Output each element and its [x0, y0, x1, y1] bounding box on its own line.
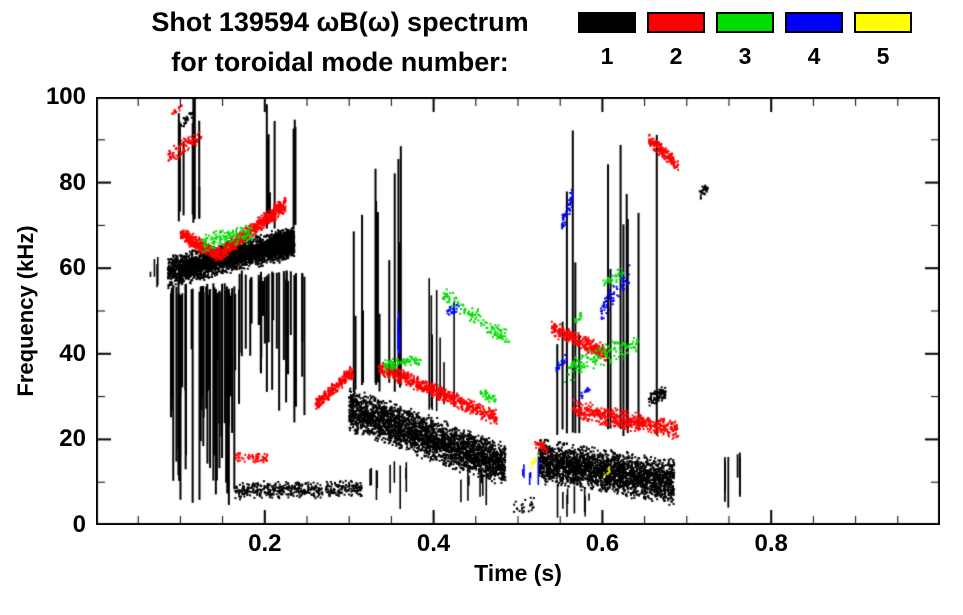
legend-label: 5 [876, 43, 890, 69]
x-tick-label: 0.8 [754, 530, 788, 557]
y-tick-label: 40 [59, 339, 86, 367]
legend-label: 1 [600, 43, 614, 69]
legend-item-n5: 5 [854, 12, 912, 70]
legend-swatch-n5 [854, 12, 912, 33]
plot-area [96, 97, 940, 525]
legend-label: 3 [738, 43, 752, 69]
chart-title: Shot 139594 ωB(ω) spectrum for toroidal … [90, 2, 590, 82]
legend-swatch-n2 [647, 12, 705, 33]
legend-label: 4 [807, 43, 821, 69]
y-tick-label: 60 [59, 254, 86, 282]
legend-item-n2: 2 [647, 12, 705, 70]
spectrogram-canvas [96, 97, 940, 525]
legend-item-n1: 1 [578, 12, 636, 70]
legend-item-n3: 3 [716, 12, 774, 70]
chart-title-line2: for toroidal mode number: [171, 47, 509, 77]
x-axis-label: Time (s) [474, 560, 562, 586]
y-tick-label: 80 [59, 168, 86, 196]
chart-title-line1: Shot 139594 ωB(ω) spectrum [151, 7, 529, 37]
y-tick-label: 20 [59, 425, 86, 453]
x-tick-label: 0.4 [416, 530, 451, 557]
y-tick-label: 0 [72, 511, 86, 538]
x-tick-label: 0.6 [585, 530, 620, 557]
legend-swatch-n3 [716, 12, 774, 33]
y-tick-label: 100 [45, 83, 86, 110]
legend-swatch-n1 [578, 12, 636, 33]
legend-item-n4: 4 [785, 12, 843, 70]
legend: 1 2 3 4 5 [578, 12, 912, 70]
legend-label: 2 [669, 43, 683, 69]
y-axis-label: Frequency (kHz) [13, 225, 38, 397]
legend-swatch-n4 [785, 12, 843, 33]
x-tick-label: 0.2 [248, 530, 282, 557]
